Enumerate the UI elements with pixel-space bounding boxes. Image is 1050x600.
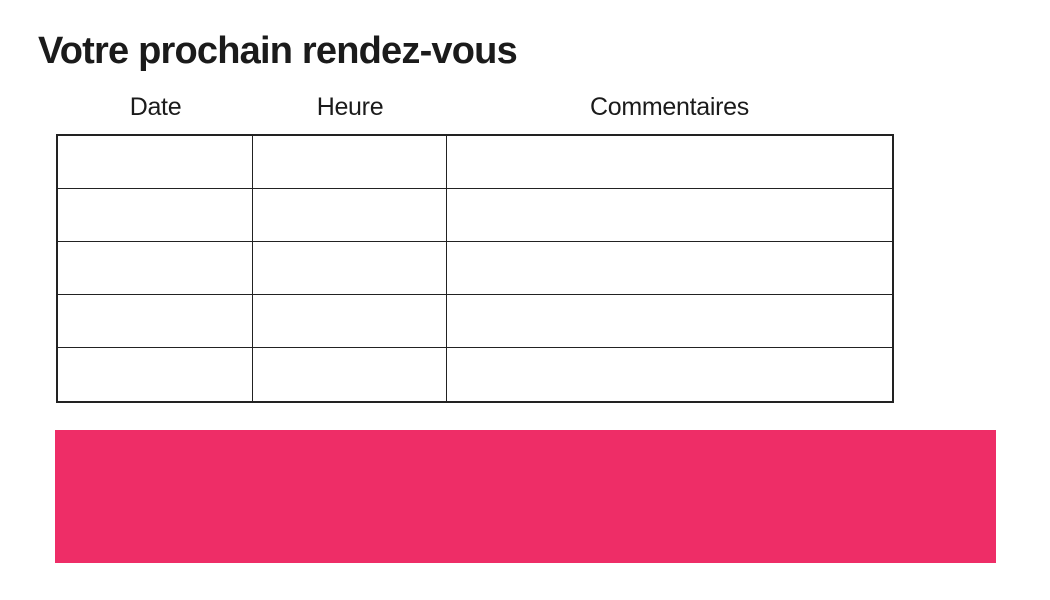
table-header-row: Date Heure Commentaires bbox=[58, 93, 892, 122]
table-cell bbox=[58, 189, 253, 242]
table-cell bbox=[253, 348, 447, 401]
highlight-banner bbox=[55, 430, 996, 563]
table-cell bbox=[58, 295, 253, 348]
table-cell bbox=[447, 348, 892, 401]
table-cell bbox=[58, 242, 253, 295]
table-cell bbox=[58, 136, 253, 189]
column-header-date: Date bbox=[129, 93, 182, 121]
table-cell bbox=[447, 189, 892, 242]
table-cell bbox=[253, 136, 447, 189]
table-cell bbox=[253, 295, 447, 348]
table-cell bbox=[447, 295, 892, 348]
column-header-commentaires: Commentaires bbox=[590, 93, 749, 121]
table-cell bbox=[253, 189, 447, 242]
appointments-table bbox=[56, 134, 894, 403]
table-cell bbox=[447, 242, 892, 295]
page-title: Votre prochain rendez-vous bbox=[38, 30, 518, 72]
table-cell bbox=[253, 242, 447, 295]
table-cell bbox=[447, 136, 892, 189]
table-cell bbox=[58, 348, 253, 401]
column-header-heure: Heure bbox=[316, 93, 384, 121]
